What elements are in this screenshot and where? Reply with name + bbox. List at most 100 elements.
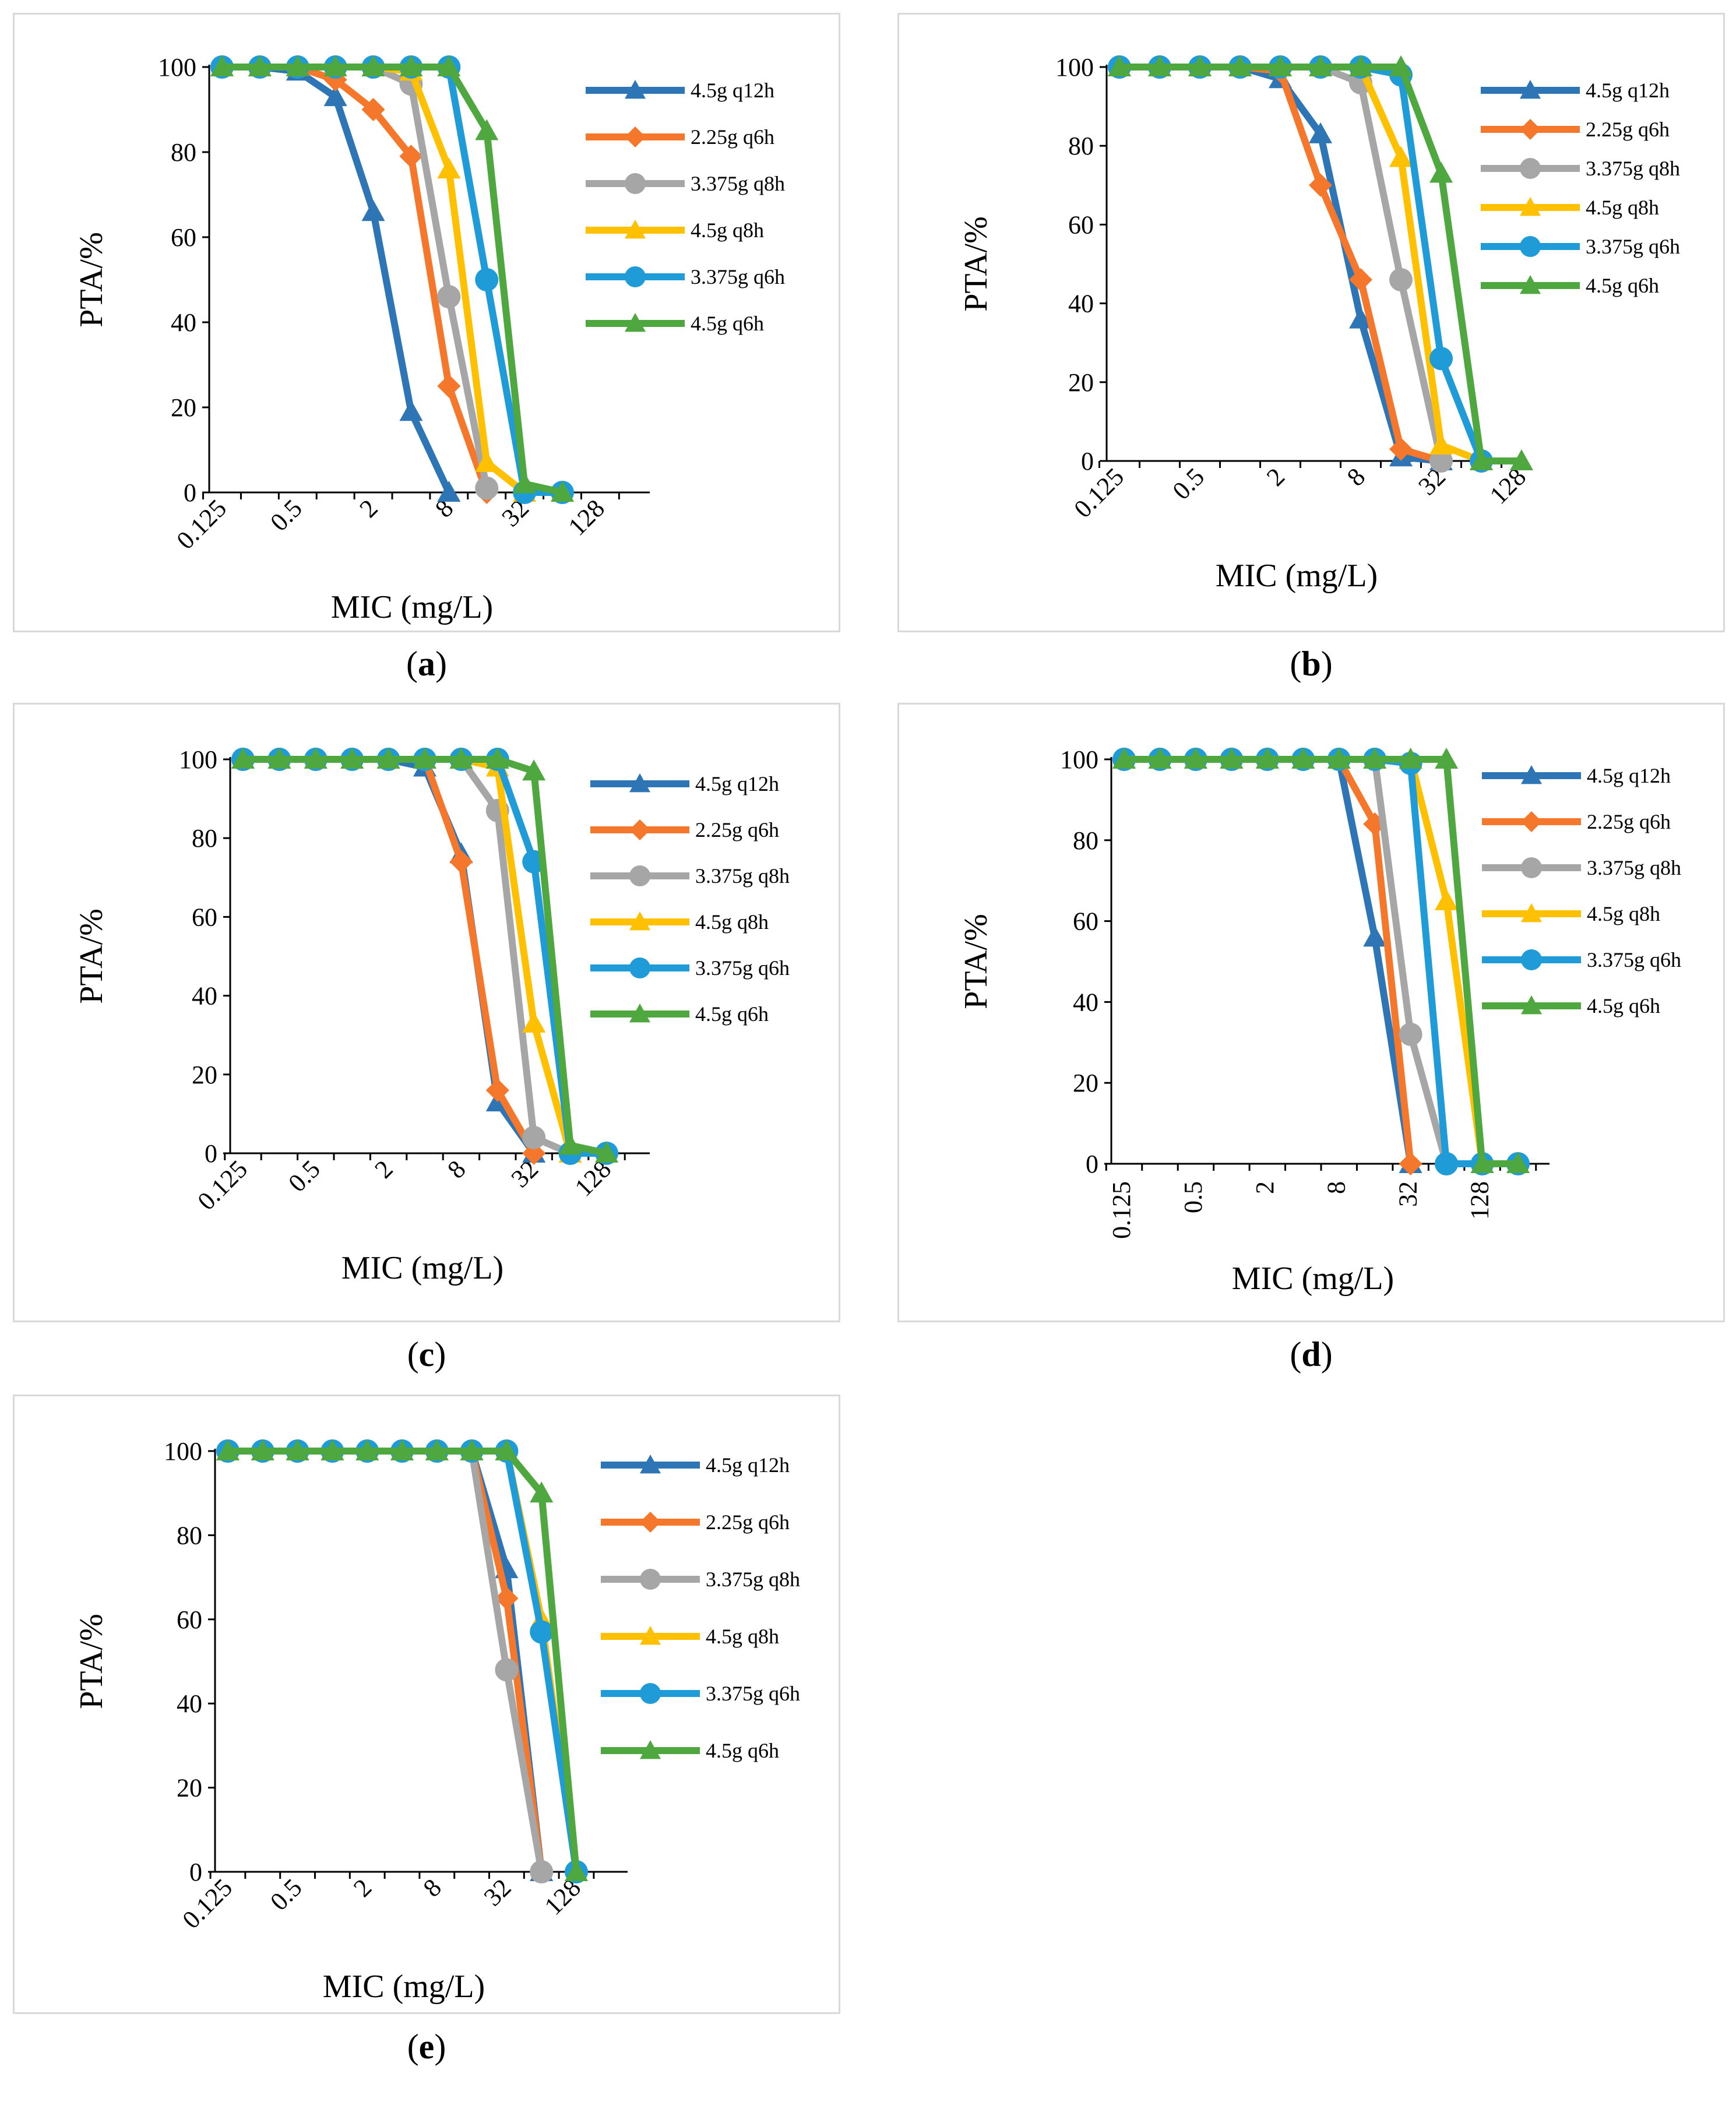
data-point — [640, 1740, 661, 1759]
data-point — [629, 819, 650, 840]
x-tick-label: 0.5 — [283, 1154, 326, 1198]
data-point — [1435, 748, 1459, 769]
legend-label: 4.5g q12h — [1587, 764, 1671, 787]
data-point — [1291, 748, 1315, 769]
legend-entry: 2.25g q6h — [590, 818, 779, 841]
series-3-375g-q8h — [1108, 55, 1453, 473]
data-point — [1521, 903, 1542, 923]
x-tick-label: 0.5 — [1179, 1181, 1207, 1213]
data-point — [551, 481, 574, 502]
data-point — [1435, 1152, 1459, 1175]
series-line — [1124, 756, 1518, 1167]
y-tick-label: 20 — [177, 1774, 202, 1802]
series-4-5g-q6h — [210, 55, 574, 502]
legend-label: 3.375g q8h — [1586, 157, 1680, 180]
y-tick-label: 100 — [164, 1437, 202, 1466]
x-tick-label: 8 — [442, 1154, 471, 1184]
data-point — [1255, 748, 1279, 769]
x-tick-label: 0.125 — [171, 494, 232, 555]
data-point — [640, 1683, 661, 1704]
legend-entry: 3.375g q6h — [601, 1682, 800, 1705]
panel-b-letter: b — [1301, 645, 1321, 683]
data-point — [399, 55, 423, 76]
data-point — [1429, 161, 1453, 183]
x-tick-label: 0.5 — [265, 1873, 308, 1916]
x-axis-title: MIC (mg/L) — [323, 1969, 485, 2005]
data-point — [530, 1481, 554, 1503]
y-tick-label: 0 — [189, 1858, 202, 1886]
data-point — [1220, 748, 1244, 769]
panel-e-caption: (e) — [407, 2027, 446, 2066]
data-point — [1520, 80, 1541, 99]
data-point — [1148, 55, 1171, 76]
y-tick-label: 20 — [171, 393, 196, 422]
legend-entry: 2.25g q6h — [1482, 810, 1671, 833]
x-tick-label: 8 — [1341, 462, 1371, 491]
y-tick-label: 60 — [192, 903, 217, 931]
data-point — [321, 1439, 344, 1460]
y-tick-label: 40 — [1068, 290, 1094, 318]
data-point — [323, 55, 347, 76]
series-line — [1124, 756, 1518, 1167]
data-point — [1520, 236, 1541, 257]
legend-label: 4.5g q8h — [1586, 196, 1659, 219]
series-line — [222, 64, 564, 496]
x-axis-title: MIC (mg/L) — [331, 589, 493, 625]
legend-entry: 3.375g q8h — [1481, 157, 1680, 180]
legend-entry: 4.5g q6h — [586, 312, 764, 335]
data-point — [248, 55, 272, 76]
x-tick-label: 2 — [354, 494, 383, 523]
data-point — [1108, 55, 1131, 76]
x-tick-label: 0.125 — [192, 1154, 253, 1216]
y-tick-label: 80 — [1073, 826, 1098, 855]
data-point — [425, 1439, 449, 1460]
panel-c: 0 20 40 60 80 100 0.125 0.5 2 8 32 128 MIC (mg/L) PTA… — [13, 703, 840, 1322]
data-point — [1399, 748, 1422, 769]
legend-entry: 3.375g q8h — [590, 864, 790, 888]
legend-entry: 4.5g q6h — [590, 1002, 769, 1026]
data-point — [1228, 55, 1252, 76]
data-point — [1521, 857, 1542, 878]
y-tick-label: 20 — [192, 1061, 217, 1089]
x-tick-label: 0.5 — [1167, 462, 1210, 505]
legend-label: 4.5g q8h — [695, 910, 769, 934]
legend-entry: 3.375g q8h — [1482, 856, 1681, 879]
panel-d: 0 20 40 60 80 100 0.125 0.5 2 8 32 128 MIC (mg/L) PTA… — [897, 703, 1725, 1322]
x-tick-label: 8 — [418, 1873, 447, 1902]
data-point — [361, 200, 385, 221]
y-tick-label: 80 — [177, 1521, 202, 1550]
data-point — [376, 748, 400, 769]
y-axis-title: PTA/% — [958, 216, 994, 312]
data-point — [475, 450, 499, 472]
x-tick-label: 2 — [1251, 1181, 1279, 1194]
data-point — [530, 1620, 554, 1644]
data-point — [629, 911, 650, 931]
series-line — [228, 1448, 545, 1873]
data-point — [1470, 449, 1493, 470]
series-line — [228, 1448, 545, 1872]
data-point — [1269, 55, 1292, 76]
legend-entry: 4.5g q12h — [1482, 764, 1671, 787]
data-point — [1429, 449, 1453, 473]
y-tick-label: 40 — [192, 982, 217, 1010]
data-point — [361, 98, 385, 121]
data-point — [449, 748, 473, 769]
data-point — [625, 126, 646, 147]
y-tick-label: 0 — [1081, 447, 1094, 476]
x-tick-label: 0.125 — [177, 1873, 238, 1934]
data-point — [1112, 748, 1136, 769]
data-point — [286, 55, 309, 76]
legend-label: 4.5g q8h — [691, 219, 764, 242]
legend-label: 3.375g q8h — [1587, 856, 1681, 879]
legend-entry: 4.5g q8h — [590, 910, 769, 934]
legend-label: 4.5g q8h — [1587, 902, 1660, 925]
data-point — [1148, 748, 1172, 769]
legend-label: 2.25g q6h — [706, 1511, 790, 1534]
panel-a: 0 20 40 60 80 100 0.125 0.5 2 8 32 128 MIC (mg/L) PTA… — [13, 13, 840, 632]
panel-d-caption: (d) — [1290, 1335, 1333, 1374]
data-point — [1309, 122, 1332, 143]
panel-c-letter: c — [418, 1335, 435, 1374]
